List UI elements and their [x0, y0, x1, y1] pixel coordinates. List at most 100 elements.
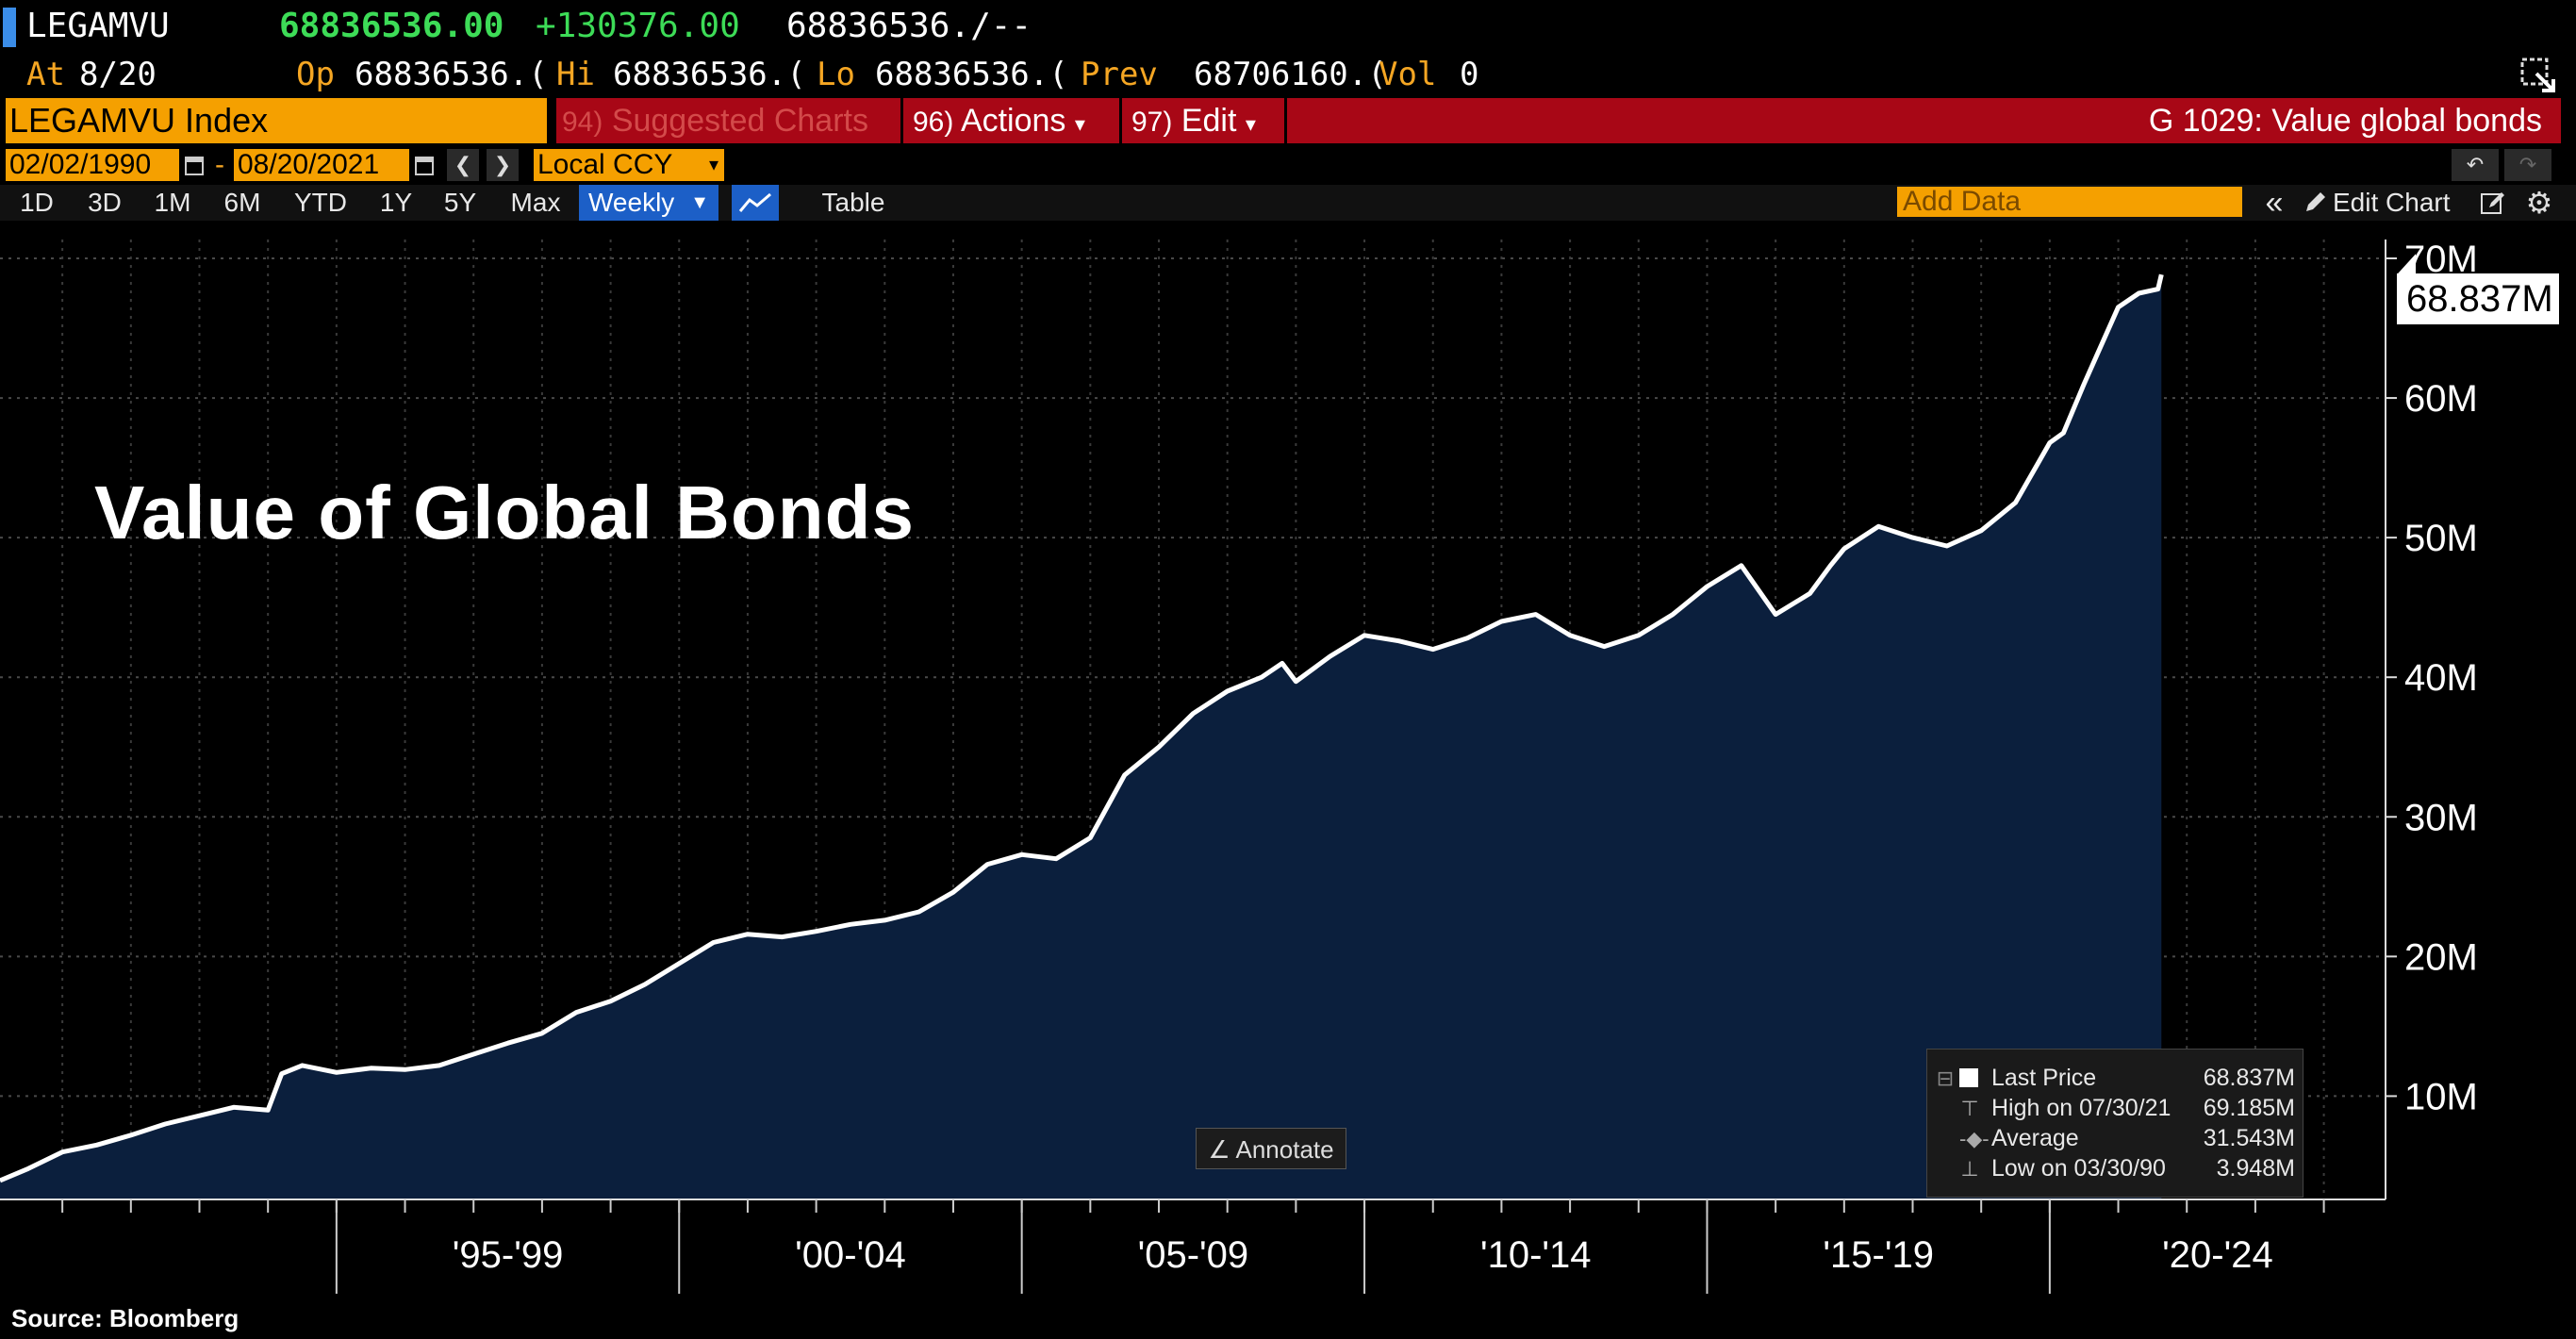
edit-chart-button[interactable]: Edit Chart	[2333, 188, 2451, 217]
y-tick-label: 30M	[2404, 797, 2478, 838]
annotate-label: Annotate	[1235, 1135, 1334, 1164]
chevron-down-icon: ▾	[1245, 112, 1256, 136]
security-name[interactable]: LEGAMVU Index	[6, 98, 547, 143]
y-tick-label: 70M	[2404, 239, 2478, 280]
at-label: At	[26, 56, 65, 93]
x-tick-label: '00-'04	[795, 1234, 906, 1276]
at-date: 8/20	[79, 56, 157, 93]
frequency-select[interactable]: Weekly ▼	[579, 185, 718, 221]
series-line	[0, 273, 2164, 1183]
last-price: 68836536.00	[279, 7, 504, 45]
currency-value: Local CCY	[537, 149, 673, 180]
prev-value: 68706160.(	[1194, 56, 1387, 93]
chevron-down-icon: ▾	[708, 155, 718, 175]
open-value: 68836536.(	[355, 56, 548, 93]
period-3d[interactable]: 3D	[88, 188, 122, 217]
menu-divider	[1284, 98, 1287, 143]
legend-last-price-value: 68.837M	[2203, 1065, 2295, 1091]
legend-average-value: 31.543M	[2203, 1125, 2295, 1151]
x-tick-label: '95-'99	[453, 1234, 564, 1276]
edit-number: 97)	[1131, 107, 1173, 138]
actions-menu[interactable]: 96) Actions ▾	[913, 98, 1085, 143]
x-tick-label: '10-'14	[1480, 1234, 1592, 1276]
period-5y[interactable]: 5Y	[443, 188, 477, 217]
high-value: 68836536.(	[613, 56, 806, 93]
price-change: +130376.00	[536, 7, 740, 45]
bid-ask: 68836536./--	[786, 7, 1032, 45]
x-tick-label: '20-'24	[2162, 1234, 2273, 1276]
y-tick-label: 10M	[2404, 1076, 2478, 1117]
pencil-icon	[2301, 187, 2331, 217]
legend: ⊟ Last Price 68.837M ⊤ High on 07/30/21 …	[1926, 1049, 2304, 1198]
period-1m[interactable]: 1M	[154, 188, 191, 217]
y-tick-label: 40M	[2404, 657, 2478, 699]
low-label: Lo	[817, 56, 855, 93]
legend-average-label: Average	[1991, 1125, 2079, 1151]
cursor-marker	[3, 8, 16, 47]
redo-button[interactable]: ↷	[2504, 149, 2551, 181]
edit-menu[interactable]: 97) Edit ▾	[1131, 98, 1256, 143]
chevron-down-icon: ▾	[1074, 112, 1085, 136]
edit-box-icon[interactable]	[2478, 189, 2508, 219]
legend-last-price-label: Last Price	[1991, 1065, 2097, 1091]
chart-title: Value of Global Bonds	[94, 471, 915, 554]
x-tick-label: '15-'19	[1823, 1234, 1934, 1276]
period-max[interactable]: Max	[510, 188, 561, 217]
date-range-dash: -	[215, 149, 224, 180]
ticker-symbol: LEGAMVU	[26, 7, 170, 45]
add-data-input[interactable]: Add Data	[1897, 187, 2242, 217]
legend-average: -◆- Average 31.543M	[1927, 1123, 2304, 1153]
actions-label: Actions	[960, 103, 1066, 139]
prev-label: Prev	[1081, 56, 1158, 93]
actions-number: 96)	[913, 107, 954, 138]
open-label: Op	[296, 56, 335, 93]
table-button[interactable]: Table	[821, 188, 885, 217]
volume-value: 0	[1460, 56, 1479, 93]
low-value: 68836536.(	[875, 56, 1068, 93]
suggested-charts-number: 94)	[562, 107, 603, 138]
menu-divider	[900, 98, 903, 143]
line-chart-icon[interactable]	[732, 185, 779, 221]
currency-select[interactable]: Local CCY ▾	[534, 149, 724, 181]
scroll-left-button[interactable]: ❮	[447, 149, 479, 181]
series-area-fill	[0, 274, 2162, 1199]
collapse-icon[interactable]: «	[2265, 185, 2284, 221]
source-note: Source: Bloomberg	[11, 1304, 239, 1332]
undo-button[interactable]: ↶	[2452, 149, 2499, 181]
tree-collapse-icon: ⊟	[1936, 1066, 1955, 1090]
chart-page-title: G 1029: Value global bonds	[2148, 103, 2542, 139]
period-1y[interactable]: 1Y	[379, 188, 413, 217]
legend-high-value: 69.185M	[2203, 1095, 2295, 1121]
start-date-field[interactable]: 02/02/1990	[6, 149, 179, 181]
scroll-right-button[interactable]: ❯	[487, 149, 519, 181]
legend-high: ⊤ High on 07/30/21 69.185M	[1927, 1093, 2304, 1123]
popout-icon[interactable]	[2519, 57, 2557, 94]
end-date-field[interactable]: 08/20/2021	[234, 149, 409, 181]
period-1d[interactable]: 1D	[20, 188, 54, 217]
menu-bar	[556, 98, 2561, 143]
low-marker-icon: ⊥	[1960, 1157, 1979, 1181]
legend-low-label: Low on 03/30/90	[1991, 1155, 2166, 1182]
high-marker-icon: ⊤	[1960, 1097, 1979, 1120]
calendar-icon[interactable]	[183, 151, 206, 179]
y-tick-label: 20M	[2404, 936, 2478, 978]
volume-label: Vol	[1379, 56, 1437, 93]
last-price-tag: 68.837M	[2397, 273, 2559, 324]
calendar-icon[interactable]	[413, 151, 436, 179]
average-marker-icon: -◆-	[1959, 1127, 1990, 1150]
period-6m[interactable]: 6M	[223, 188, 261, 217]
x-tick-label: '05-'09	[1138, 1234, 1249, 1276]
pencil-icon: ∠	[1208, 1135, 1230, 1164]
period-ytd[interactable]: YTD	[294, 188, 347, 217]
y-tick-label: 50M	[2404, 518, 2478, 559]
suggested-charts-menu[interactable]: 94) Suggested Charts	[562, 98, 868, 143]
gear-icon[interactable]: ⚙	[2525, 186, 2553, 220]
chevron-down-icon: ▼	[690, 192, 709, 213]
annotate-button[interactable]: ∠ Annotate	[1196, 1128, 1346, 1169]
frequency-value: Weekly	[588, 188, 675, 217]
y-tick-label: 60M	[2404, 378, 2478, 420]
legend-last-price[interactable]: ⊟ Last Price 68.837M	[1927, 1063, 2304, 1093]
legend-low-value: 3.948M	[2216, 1155, 2295, 1182]
high-label: Hi	[556, 56, 595, 93]
menu-divider	[1119, 98, 1122, 143]
